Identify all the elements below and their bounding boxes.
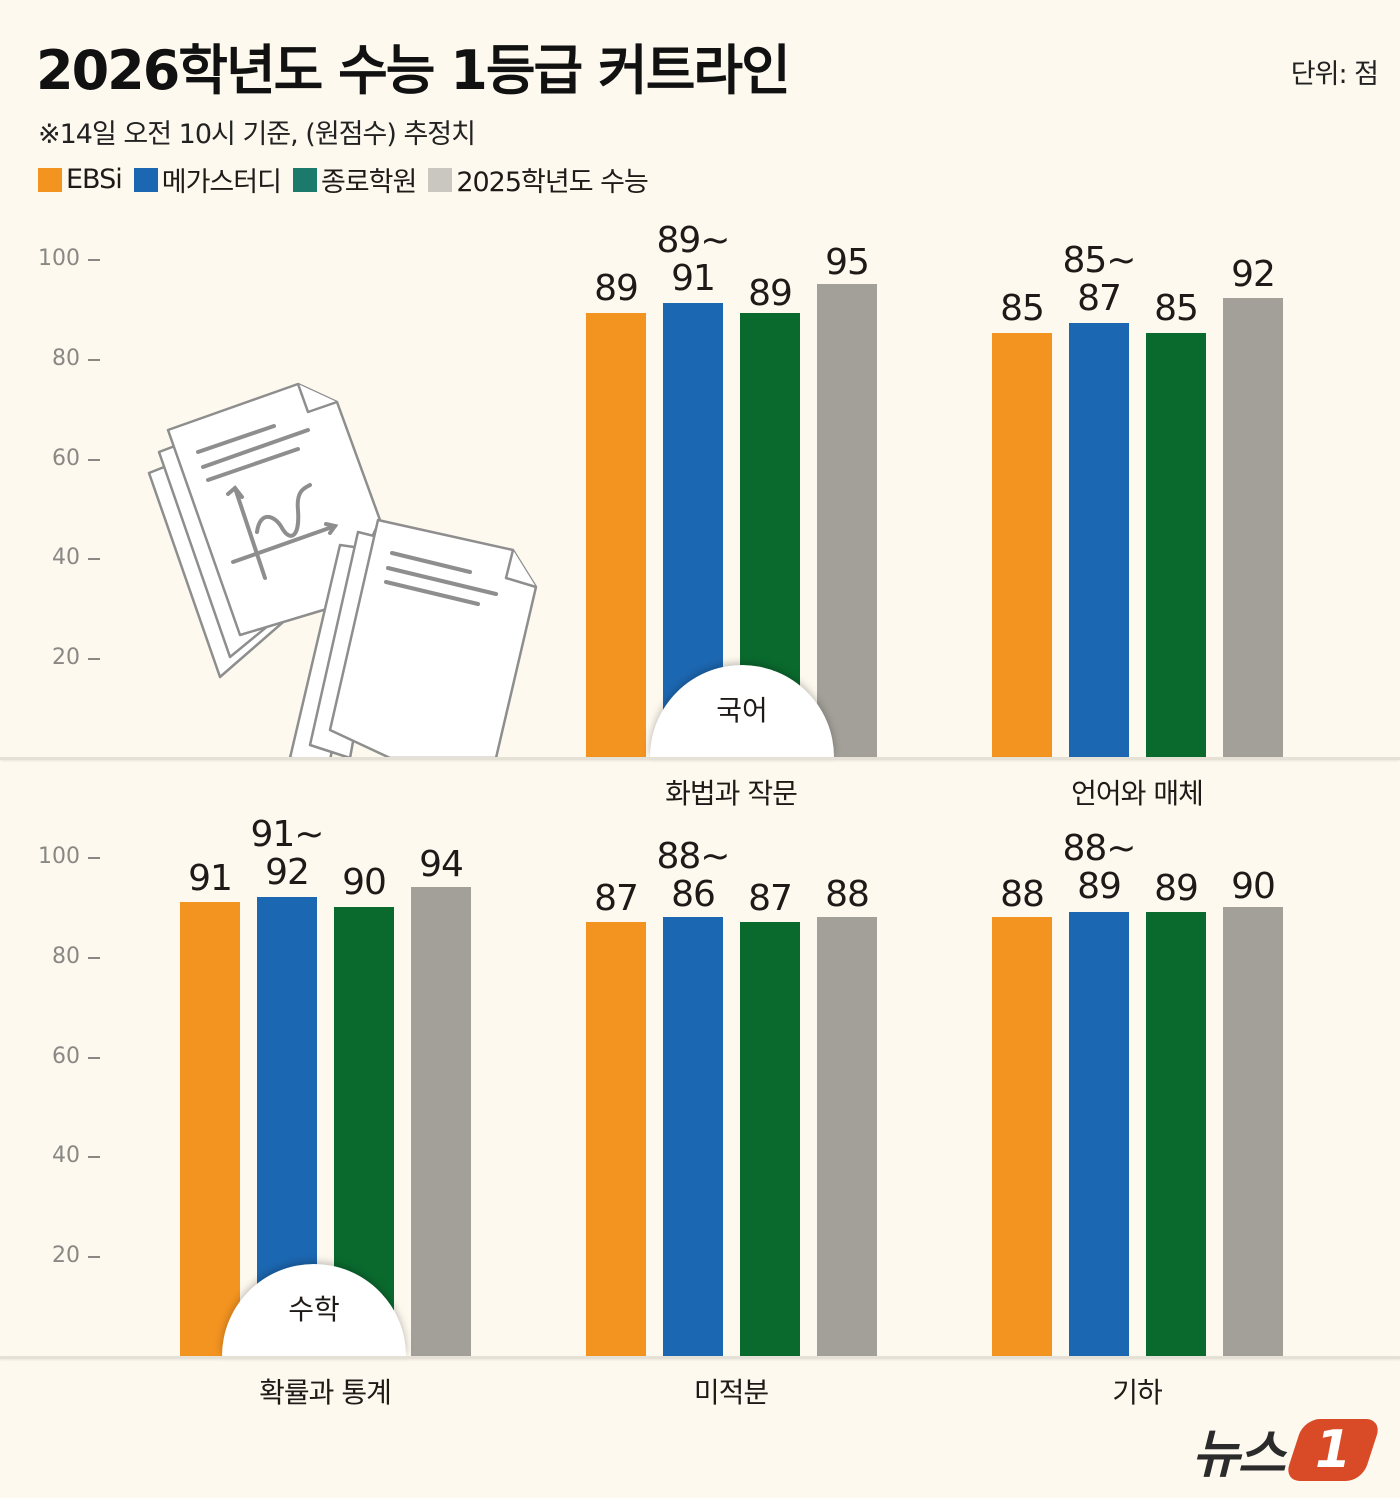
value-label: 90 <box>1231 866 1276 907</box>
value-label: 85 <box>1000 288 1045 329</box>
value-label: 89 <box>594 268 639 309</box>
legend: EBSi 메가스터디 종로학원 2025학년도 수능 <box>38 160 660 199</box>
value-label: 89~ 91 <box>656 220 731 299</box>
y-tick <box>88 658 100 660</box>
value-label: 88 <box>1000 874 1045 915</box>
bar-ebsi <box>992 333 1052 757</box>
bar-ebsi <box>586 922 646 1356</box>
legend-label: 종로학원 <box>320 167 417 198</box>
footnote: ※14일 오전 10시 기준, (원점수) 추정치 <box>38 119 476 150</box>
value-label: 95 <box>825 242 870 283</box>
value-label: 94 <box>419 844 464 885</box>
y-tick <box>88 857 100 859</box>
bar-ebsi <box>992 917 1052 1356</box>
swatch-megastudy <box>133 167 158 192</box>
legend-label: EBSi <box>66 164 123 195</box>
y-tick-label: 40 <box>52 545 80 570</box>
category-label: 기하 <box>1112 1376 1163 1409</box>
bar-2025 <box>411 887 471 1356</box>
value-label: 91 <box>188 858 233 899</box>
y-tick-label: 60 <box>52 1044 80 1069</box>
swatch-ebsi <box>38 167 62 192</box>
bar-megastudy <box>1069 912 1129 1356</box>
bar-2025 <box>817 917 877 1356</box>
bar-ebsi <box>586 313 646 757</box>
y-tick <box>88 359 100 361</box>
value-label: 85~ 87 <box>1062 240 1137 319</box>
category-label: 미적분 <box>693 1376 769 1409</box>
y-tick <box>88 259 100 261</box>
bar-jongro <box>1146 912 1206 1356</box>
value-label: 89 <box>1154 868 1199 909</box>
category-label: 화법과 작문 <box>665 777 798 810</box>
y-tick-label: 20 <box>52 1243 80 1268</box>
y-tick <box>88 1256 100 1258</box>
y-tick <box>88 1057 100 1059</box>
y-tick-label: 60 <box>52 446 80 471</box>
y-tick <box>88 957 100 959</box>
baseline <box>0 757 1400 760</box>
category-label: 언어와 매체 <box>1071 777 1204 810</box>
panel-korean: 100 80 60 40 20 89 89~ 91 89 95 85 85~ 8… <box>0 220 1400 810</box>
value-label: 90 <box>342 862 387 903</box>
legend-item-2025: 2025학년도 수능 <box>428 160 649 199</box>
unit-label: 단위: 점 <box>1290 59 1379 90</box>
legend-label: 2025학년도 수능 <box>456 167 648 198</box>
bar-megastudy <box>663 917 723 1356</box>
y-tick <box>88 1156 100 1158</box>
y-tick-label: 80 <box>52 346 80 371</box>
value-label: 87 <box>748 878 793 919</box>
logo-mark-text: 1 <box>1314 1419 1351 1480</box>
value-label: 88~ 89 <box>1062 828 1137 907</box>
bar-ebsi <box>180 902 240 1356</box>
bar-2025 <box>1223 907 1283 1356</box>
category-label: 확률과 통계 <box>259 1376 392 1409</box>
bar-jongro <box>740 922 800 1356</box>
logo-mark-icon: 1 <box>1283 1418 1382 1481</box>
documents-illustration-icon <box>147 382 538 760</box>
value-label: 92 <box>1231 254 1276 295</box>
value-label: 88 <box>825 874 870 915</box>
baseline <box>0 1356 1400 1359</box>
bar-jongro <box>1146 333 1206 757</box>
page-title: 2026학년도 수능 1등급 커트라인 <box>36 39 791 102</box>
value-label: 89 <box>748 273 793 314</box>
legend-label: 메가스터디 <box>161 167 282 198</box>
y-tick <box>88 459 100 461</box>
swatch-jongro <box>292 167 317 192</box>
value-label: 85 <box>1154 288 1199 329</box>
swatch-2025 <box>428 167 453 192</box>
value-label: 88~ 86 <box>656 836 731 915</box>
legend-item-ebsi: EBSi <box>38 164 123 195</box>
y-tick <box>88 558 100 560</box>
bar-megastudy <box>1069 323 1129 757</box>
panel-math: 100 80 60 40 20 91 91~ 92 90 94 87 88~ 8… <box>0 814 1400 1409</box>
y-tick-label: 100 <box>38 246 80 271</box>
y-tick-label: 40 <box>52 1143 80 1168</box>
value-label: 87 <box>594 878 639 919</box>
y-tick-label: 80 <box>52 944 80 969</box>
news1-logo: 뉴스 1 <box>1192 1412 1382 1487</box>
logo-text: 뉴스 <box>1192 1425 1286 1485</box>
y-tick-label: 20 <box>52 645 80 670</box>
legend-item-jongro: 종로학원 <box>292 160 417 199</box>
legend-item-megastudy: 메가스터디 <box>133 160 282 199</box>
y-tick-label: 100 <box>38 844 80 869</box>
bar-2025 <box>1223 298 1283 757</box>
value-label: 91~ 92 <box>250 814 325 893</box>
bar-2025 <box>817 284 877 757</box>
